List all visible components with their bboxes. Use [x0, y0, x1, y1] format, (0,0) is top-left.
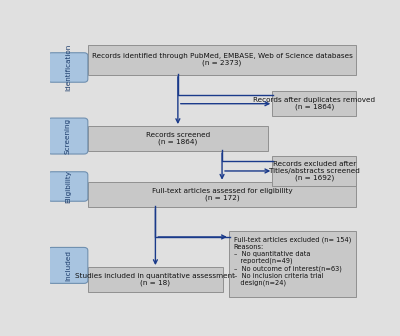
Text: Included: Included — [65, 250, 71, 281]
Text: Full-text articles excluded (n= 154)
Reasons:
–  No quantitative data
   reporte: Full-text articles excluded (n= 154) Rea… — [234, 237, 351, 286]
Text: Records after duplicates removed
(n = 1864): Records after duplicates removed (n = 18… — [253, 97, 375, 111]
FancyBboxPatch shape — [88, 126, 268, 151]
Text: Records excluded after
Titles/abstracts screened
(n = 1692): Records excluded after Titles/abstracts … — [269, 161, 360, 181]
Text: Records identified through PubMed, EMBASE, Web of Science databases
(n = 2373): Records identified through PubMed, EMBAS… — [92, 53, 352, 67]
FancyBboxPatch shape — [48, 172, 88, 201]
Text: Identification: Identification — [65, 44, 71, 91]
FancyBboxPatch shape — [48, 53, 88, 82]
FancyBboxPatch shape — [272, 156, 356, 186]
FancyBboxPatch shape — [48, 118, 88, 154]
Text: Full-text articles assessed for eligibility
(n = 172): Full-text articles assessed for eligibil… — [152, 187, 292, 201]
FancyBboxPatch shape — [88, 267, 223, 292]
Text: Eligibility: Eligibility — [65, 170, 71, 203]
Text: Studies included in quantitative assessment
(n = 18): Studies included in quantitative assessm… — [75, 273, 235, 286]
Text: Screening: Screening — [65, 118, 71, 154]
FancyBboxPatch shape — [48, 247, 88, 283]
FancyBboxPatch shape — [88, 45, 356, 75]
Text: Records screened
(n = 1864): Records screened (n = 1864) — [146, 132, 210, 145]
FancyBboxPatch shape — [229, 231, 356, 297]
FancyBboxPatch shape — [88, 182, 356, 207]
FancyBboxPatch shape — [272, 91, 356, 116]
